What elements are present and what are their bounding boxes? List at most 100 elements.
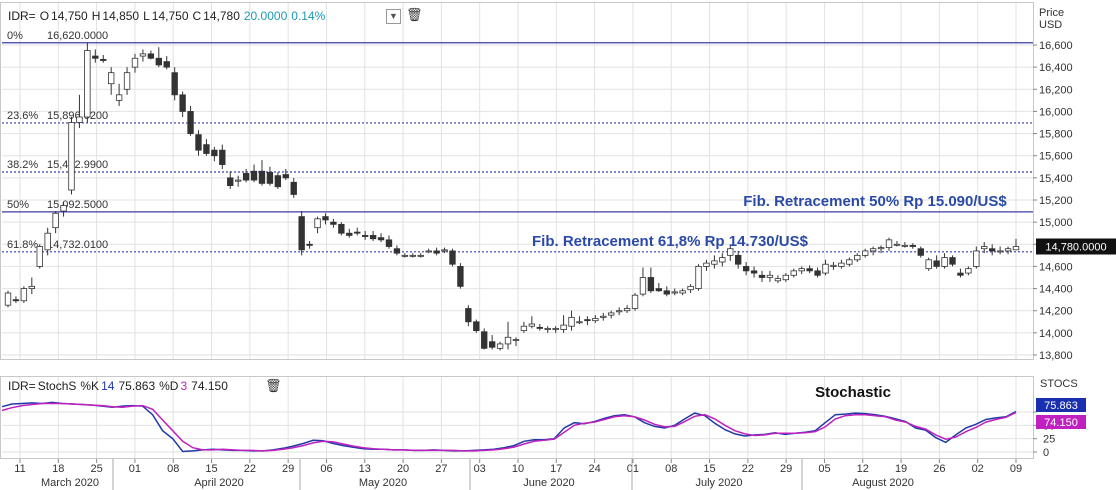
candle-body	[576, 321, 583, 324]
x-tick-label: 10	[512, 463, 524, 475]
stoch-axis-title: STOCS	[1040, 378, 1078, 390]
x-tick-label: 12	[857, 463, 869, 475]
candle-body	[957, 272, 964, 276]
candle-body	[322, 216, 329, 221]
candle-body	[12, 299, 20, 302]
candle-body	[536, 326, 543, 329]
candle-body	[798, 268, 805, 272]
candle-body	[711, 260, 718, 265]
candle-body	[274, 175, 282, 188]
candle-body	[354, 231, 361, 234]
candle-body	[846, 259, 853, 265]
candle-body	[242, 173, 250, 181]
candle-body	[417, 254, 424, 257]
candle-body	[488, 341, 496, 348]
fibonacci-levels: 0% 16,620.0000 23.6% 15,896.0200 38.2% 15,452…	[2, 30, 1033, 253]
candle-body	[123, 72, 131, 90]
x-tick-label: 01	[627, 463, 639, 475]
close-value: 14,780	[203, 9, 240, 23]
stoch-d-line	[1, 402, 1017, 452]
svg-text:74.150: 74.150	[1044, 417, 1078, 429]
candle-body	[171, 72, 178, 96]
candle-body	[306, 243, 313, 246]
candle-body	[869, 248, 877, 252]
candle-body	[100, 58, 107, 61]
candle-body	[147, 53, 155, 59]
candle-body	[28, 285, 35, 289]
month-label: March 2020	[41, 477, 99, 489]
x-tick-label: 20	[397, 463, 409, 475]
candle-body	[766, 274, 774, 278]
change-value: 20.0000	[243, 9, 288, 23]
x-tick-label: 01	[129, 463, 141, 475]
candle-body	[179, 94, 186, 112]
fib-level-value: 15,452.9900	[47, 159, 108, 171]
svg-text:75.863: 75.863	[1044, 400, 1078, 412]
price-tick-label: 14,000	[1039, 328, 1073, 340]
x-tick-label: 06	[320, 463, 332, 475]
x-tick-label: 29	[282, 463, 294, 475]
price-y-axis: 13,80014,00014,20014,40014,60014,80015,0…	[1033, 40, 1073, 362]
candle-body	[92, 55, 99, 59]
stoch-trash-icon[interactable]: 🗑	[265, 378, 282, 393]
candle-body	[115, 94, 123, 101]
x-tick-label: 27	[435, 463, 447, 475]
candle-body	[227, 177, 234, 187]
change-pct: 0.14%	[291, 9, 326, 23]
open-value: 14,750	[51, 9, 88, 23]
candle-body	[346, 232, 353, 236]
candle-body	[330, 221, 337, 225]
candle-body	[401, 254, 409, 257]
stoch-name: StochS	[37, 379, 77, 393]
candle-body	[496, 343, 504, 349]
candle-body	[584, 319, 591, 322]
candle-body	[36, 246, 43, 267]
k-label: %K	[80, 379, 100, 393]
candle-body	[393, 248, 401, 254]
stoch-header: IDR= StochS %K 14 75.863 %D 3 74.150	[8, 379, 232, 393]
stoch-gridlines	[2, 377, 1033, 458]
candle-body	[449, 250, 456, 265]
price-tick-label: 15,000	[1039, 217, 1073, 229]
price-tick-label: 15,600	[1039, 151, 1073, 163]
candle-body	[266, 171, 274, 184]
candle-body	[877, 247, 885, 250]
candle-body	[679, 290, 686, 294]
candle-body	[76, 116, 83, 123]
candle-body	[695, 266, 702, 289]
month-label: August 2020	[852, 477, 914, 489]
candle-body	[338, 223, 345, 234]
stochastic-series	[1, 401, 1017, 453]
chevron-down-icon[interactable]: ▼	[386, 9, 401, 24]
candle-body	[631, 294, 639, 309]
candle-body	[885, 239, 893, 249]
x-tick-label: 22	[244, 463, 256, 475]
candle-body	[989, 248, 996, 252]
candle-body	[163, 61, 170, 68]
price-tick-label: 14,400	[1039, 284, 1073, 296]
candle-body	[528, 323, 536, 327]
candle-body	[258, 170, 266, 184]
x-tick-label: 15	[703, 463, 715, 475]
price-tick-label: 16,200	[1039, 84, 1073, 96]
price-tick-label: 16,000	[1039, 106, 1073, 118]
month-label: July 2020	[695, 477, 742, 489]
candle-body	[742, 266, 750, 272]
trash-icon[interactable]: 🗑	[406, 7, 423, 22]
fib-level-pct: 61.8%	[7, 239, 38, 251]
x-axis: 11 18 25 01 08 15 22 29 06 13 20 27 03 10 17 24 01 08 15 22…	[14, 459, 1022, 490]
candle-body	[687, 285, 694, 291]
candle-body	[298, 216, 305, 251]
candle-body	[211, 149, 218, 157]
candle-body	[250, 170, 258, 181]
candle-body	[44, 232, 51, 251]
candle-body	[282, 174, 289, 179]
price-tick-label: 14,200	[1039, 306, 1073, 318]
candle-body	[814, 270, 821, 276]
x-tick-label: 03	[474, 463, 486, 475]
candle-body	[512, 339, 520, 341]
d-label: %D	[159, 379, 179, 393]
close-label: C	[192, 9, 202, 23]
fib-level-pct: 38.2%	[7, 159, 38, 171]
low-label: L	[143, 9, 150, 23]
